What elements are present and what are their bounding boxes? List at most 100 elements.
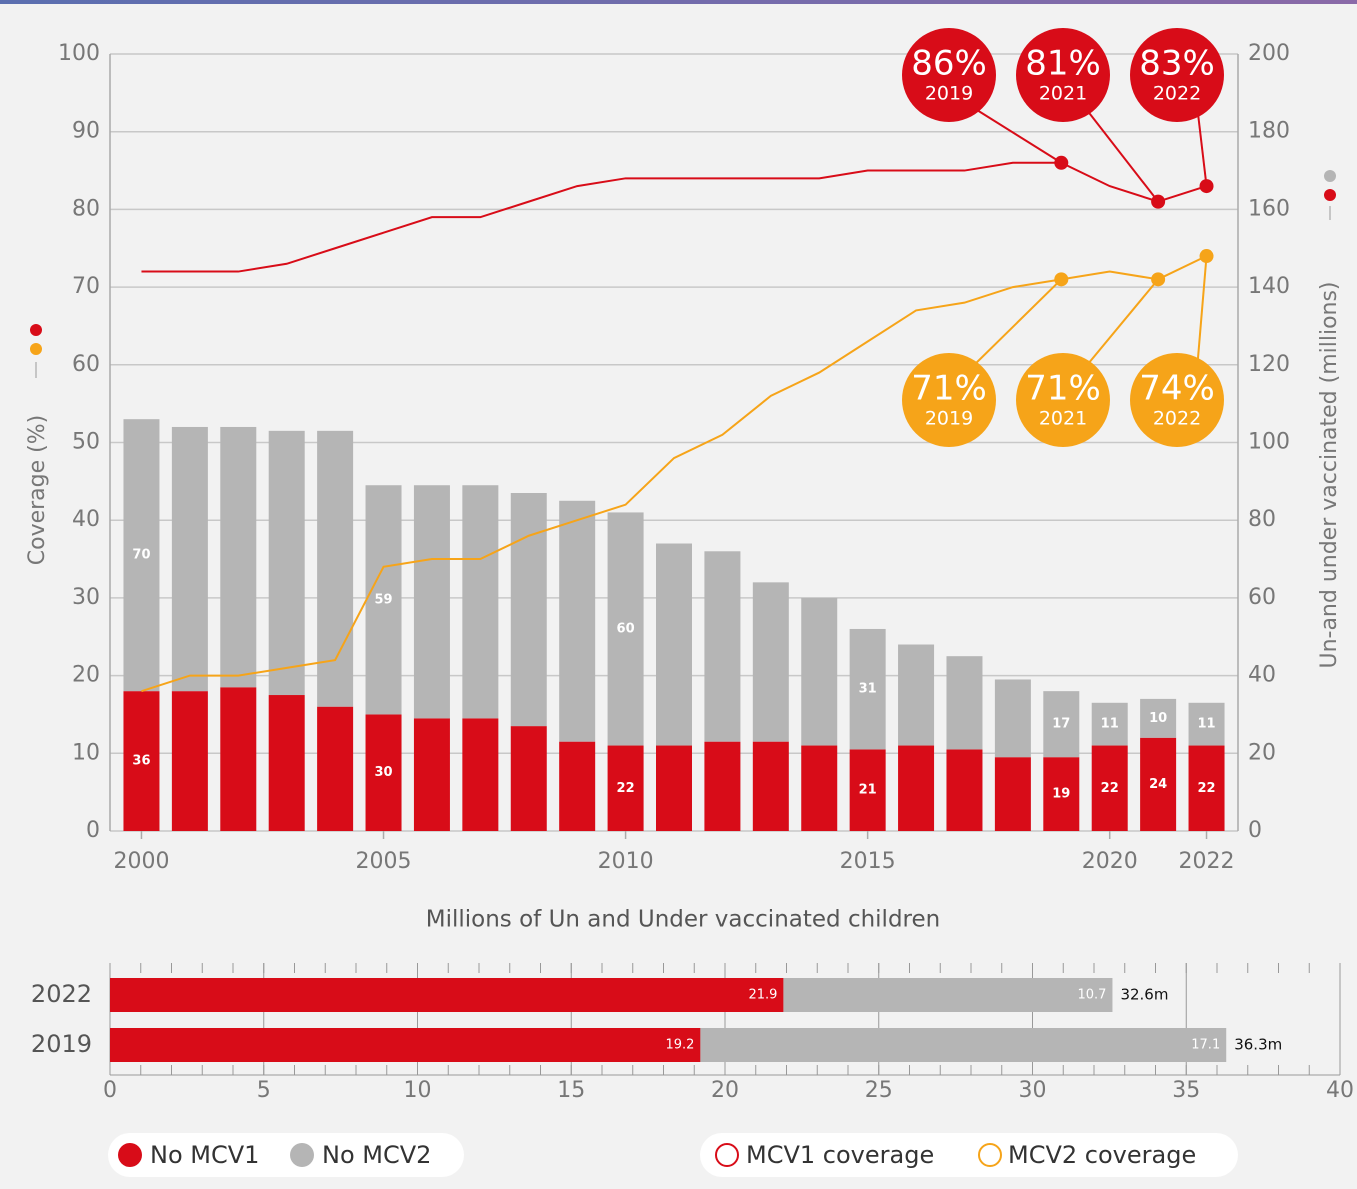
bar-label: 10.7	[1077, 988, 1106, 1003]
bar	[171, 691, 208, 831]
y2-tick-label: 20	[1248, 740, 1276, 765]
bar-label: 31	[859, 682, 877, 697]
x-tick-label: 30	[1019, 1078, 1047, 1103]
bar	[994, 757, 1031, 831]
x-tick-label: 2000	[113, 849, 169, 874]
bar	[559, 500, 596, 742]
y-tick-label: 30	[72, 585, 100, 610]
top-border	[0, 0, 1357, 4]
legend-box	[108, 1133, 464, 1177]
bar	[801, 745, 838, 831]
bar	[1188, 745, 1225, 831]
bar-label: 21	[859, 783, 877, 798]
y2-tick-label: 160	[1248, 196, 1290, 221]
bar	[510, 493, 547, 727]
callout-year: 2022	[1153, 408, 1201, 430]
bar-label: 11	[1197, 717, 1215, 732]
legend-marker	[978, 1143, 1002, 1167]
bar	[171, 426, 208, 692]
y2-tick-label: 180	[1248, 119, 1290, 144]
callout-connector	[968, 104, 1062, 164]
bar	[752, 582, 789, 742]
x-tick-label: 2010	[598, 849, 654, 874]
bar	[268, 430, 305, 696]
legend-marker	[715, 1143, 739, 1167]
callout-value: 83%	[1139, 44, 1215, 84]
bar	[1043, 691, 1080, 758]
y-tick-label: 90	[72, 119, 100, 144]
y2-tick-label: 40	[1248, 663, 1276, 688]
bar	[559, 741, 596, 831]
point	[1199, 179, 1214, 194]
bar	[317, 430, 354, 707]
bar	[783, 978, 1113, 1012]
point	[1151, 272, 1166, 287]
x-tick-label: 0	[103, 1078, 117, 1103]
callout-value: 71%	[1025, 369, 1101, 409]
y-tick-label: 100	[58, 41, 100, 66]
callout-bubble	[1130, 353, 1224, 447]
bar-label: 17	[1052, 717, 1070, 732]
callout-year: 2021	[1039, 83, 1087, 105]
x-tick-label: 2005	[356, 849, 412, 874]
legend-label: No MCV2	[322, 1141, 431, 1169]
bar-label: 19.2	[665, 1038, 694, 1053]
y-tick-label: 2019	[31, 1030, 92, 1058]
x-tick-label: 25	[865, 1078, 893, 1103]
bar-label: 70	[132, 548, 150, 563]
callout-connector	[1196, 255, 1208, 371]
x-tick-label: 2022	[1179, 849, 1235, 874]
legend-label: MCV1 coverage	[746, 1141, 934, 1169]
legend-label: MCV2 coverage	[1008, 1141, 1196, 1169]
y2-tick-label: 60	[1248, 585, 1276, 610]
bar	[801, 597, 838, 746]
bar-label: 17.1	[1191, 1038, 1220, 1053]
y2-tick-label: 140	[1248, 274, 1290, 299]
bar	[704, 741, 741, 831]
bar-label: 10	[1149, 711, 1167, 726]
bar	[220, 687, 257, 831]
y-tick-label: 20	[72, 663, 100, 688]
callout-connector	[968, 278, 1062, 371]
line	[141, 161, 1207, 273]
bar	[365, 485, 402, 715]
axis-key-dot	[1324, 170, 1336, 182]
y-tick-label: 40	[72, 507, 100, 532]
bar	[1043, 757, 1080, 831]
bar-label: 22	[617, 781, 635, 796]
y-tick-label: 10	[72, 740, 100, 765]
bar-label: 21.9	[748, 988, 777, 1003]
x-tick-label: 10	[404, 1078, 432, 1103]
bar	[1140, 698, 1177, 738]
bar-label: 30	[374, 765, 392, 780]
callout-value: 74%	[1139, 369, 1215, 409]
bar	[413, 485, 450, 719]
bar	[268, 695, 305, 831]
legend-box	[700, 1133, 1238, 1177]
x-tick-label: 35	[1172, 1078, 1200, 1103]
axis-key-dot	[30, 324, 42, 336]
bar	[849, 628, 886, 750]
y2-tick-label: 0	[1248, 818, 1262, 843]
callout-year: 2021	[1039, 408, 1087, 430]
bar	[849, 749, 886, 831]
bar-label: 24	[1149, 777, 1167, 792]
y2-tick-label: 100	[1248, 430, 1290, 455]
bar	[656, 745, 692, 831]
point	[1054, 272, 1069, 287]
point	[1151, 194, 1166, 209]
callout-year: 2019	[925, 408, 973, 430]
callout-value: 71%	[911, 369, 987, 409]
y2-tick-label: 120	[1248, 352, 1290, 377]
callout-connector	[1196, 104, 1208, 187]
bar-label: 19	[1052, 787, 1070, 802]
x-tick-label: 2015	[840, 849, 896, 874]
bar-label: 59	[374, 592, 392, 607]
callout-bubble	[902, 353, 996, 447]
y-tick-label: 70	[72, 274, 100, 299]
callout-value: 81%	[1025, 44, 1101, 84]
y-tick-label: 60	[72, 352, 100, 377]
bar	[123, 419, 160, 692]
callout-connector	[1082, 104, 1159, 203]
bar	[1091, 745, 1128, 831]
